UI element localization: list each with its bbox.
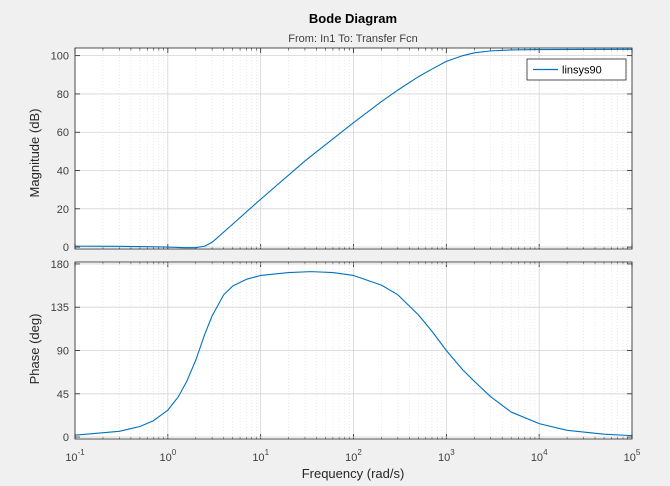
phase-y-tick-label: 45: [57, 389, 69, 401]
magnitude-series-linsys90: [74, 48, 633, 249]
magnitude-y-tick-label: 80: [57, 89, 69, 101]
phase-axis-label: Phase (deg): [27, 314, 42, 385]
phase-y-tick-label: 180: [51, 259, 69, 271]
magnitude-axis-label: Magnitude (dB): [27, 109, 42, 198]
chart-title: Bode Diagram: [309, 11, 397, 26]
x-tick-label: 100: [159, 448, 176, 464]
magnitude-y-tick-label: 0: [63, 242, 69, 254]
frequency-axis-label: Frequency (rad/s): [302, 466, 405, 481]
phase-y-tick-label: 135: [51, 302, 69, 314]
phase-y-tick-label: 90: [57, 346, 69, 358]
magnitude-y-tick-label: 20: [57, 204, 69, 216]
x-tick-label: 104: [531, 448, 548, 464]
x-tick-label: 105: [624, 448, 641, 464]
legend-entry-linsys90: linsys90: [562, 65, 602, 77]
chart-subtitle: From: In1 To: Transfer Fcn: [288, 33, 417, 45]
x-tick-label: 103: [438, 448, 455, 464]
magnitude-panel: 0 20 40 60 80 100: [51, 47, 633, 254]
magnitude-y-tick-label: 40: [57, 166, 69, 178]
phase-y-tick-label: 0: [63, 432, 69, 444]
phase-series-linsys90: [74, 271, 633, 437]
magnitude-y-tick-label: 60: [57, 127, 69, 139]
legend: linsys90: [526, 58, 627, 81]
legend-box: [526, 58, 627, 81]
phase-panel: 0 45 90 135 180 10-1 100 101 102 103 104 105: [51, 259, 641, 464]
x-tick-label: 101: [252, 448, 269, 464]
x-tick-label: 102: [345, 448, 362, 464]
phase-axes-box: [74, 261, 633, 440]
magnitude-axes-box: [74, 47, 633, 250]
magnitude-y-tick-label: 100: [51, 51, 69, 63]
x-tick-label: 10-1: [65, 448, 85, 464]
